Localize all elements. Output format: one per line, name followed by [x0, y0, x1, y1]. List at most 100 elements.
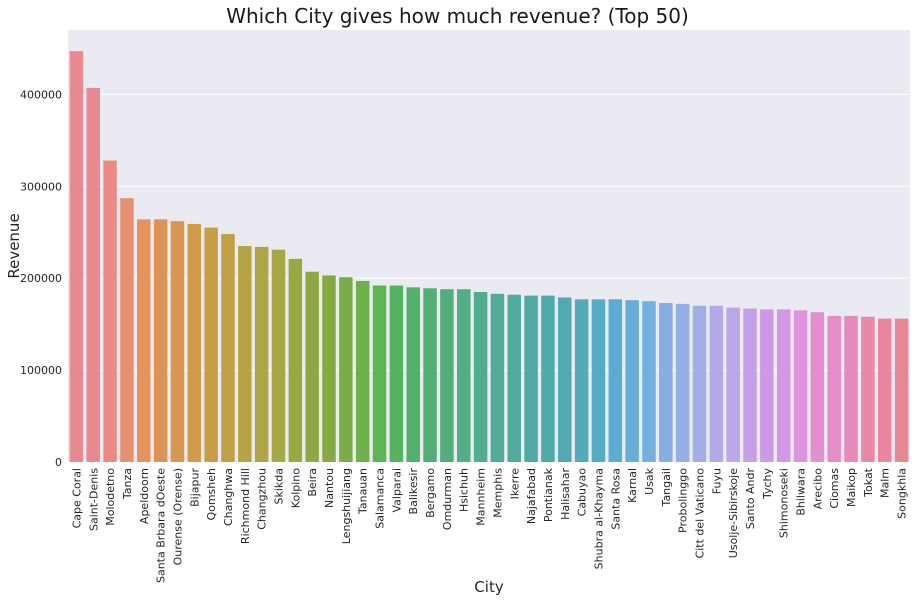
- x-tick-label: Nantou: [323, 468, 336, 508]
- x-tick-label: Najafabad: [525, 468, 538, 524]
- x-tick-label: Bhilwara: [795, 468, 808, 516]
- bar: [271, 249, 286, 462]
- x-tick-label: Changzhou: [256, 468, 269, 530]
- bar: [675, 303, 690, 462]
- y-axis-label: Revenue: [5, 213, 23, 278]
- bar: [69, 51, 84, 462]
- y-tick-label: 200000: [20, 272, 62, 285]
- x-tick-label: Skikda: [273, 468, 286, 505]
- bar: [726, 307, 740, 462]
- bar: [423, 288, 437, 462]
- bar: [827, 315, 841, 462]
- bar: [406, 287, 420, 462]
- bars: [69, 51, 909, 463]
- x-tick-label: Beira: [306, 468, 319, 497]
- bar: [254, 246, 269, 462]
- x-tick-label: Salamanca: [374, 468, 387, 529]
- bar: [153, 219, 168, 462]
- x-tick-label: Arecibo: [811, 468, 824, 510]
- x-tick-label: Santo Andr: [744, 468, 757, 530]
- y-axis-ticks: 0 100000 200000 300000 400000: [20, 88, 62, 469]
- x-tick-label: Mannheim: [475, 468, 488, 526]
- y-tick-label: 300000: [20, 180, 62, 193]
- y-tick-label: 100000: [20, 364, 62, 377]
- x-tick-label: Fuyu: [710, 468, 723, 494]
- chart-title: Which City gives how much revenue? (Top …: [226, 4, 689, 28]
- bar: [137, 219, 151, 462]
- bar: [810, 312, 825, 462]
- x-tick-label: Cabuyao: [576, 468, 589, 517]
- bar: [743, 308, 757, 462]
- bar: [86, 87, 100, 463]
- x-tick-label: Karnal: [626, 468, 639, 503]
- bar: [322, 275, 336, 462]
- x-tick-label: Songkhla: [896, 468, 909, 519]
- x-tick-label: Usak: [643, 467, 656, 495]
- bar: [473, 291, 488, 462]
- x-tick-label: Ikerre: [508, 468, 521, 500]
- x-tick-label: Bergamo: [424, 468, 437, 518]
- bar: [861, 316, 875, 462]
- bar: [187, 223, 202, 462]
- bar: [288, 258, 303, 462]
- x-tick-label: Santa Brbara dOeste: [155, 468, 168, 583]
- bar: [894, 318, 909, 462]
- bar: [760, 309, 774, 462]
- bar: [457, 289, 471, 462]
- x-axis-label: City: [474, 578, 504, 596]
- bar: [355, 280, 370, 462]
- x-tick-label: Apeldoorn: [138, 468, 151, 524]
- x-tick-label: Lengshuijiang: [340, 468, 353, 544]
- bar: [793, 310, 808, 462]
- x-tick-label: Richmond Hill: [239, 468, 252, 544]
- bar: [204, 227, 218, 462]
- bar: [103, 160, 117, 462]
- x-tick-label: Citt del Vaticano: [694, 468, 707, 559]
- x-tick-label: Tanauan: [357, 468, 370, 515]
- x-tick-label: Omdurman: [441, 468, 454, 530]
- x-tick-label: Probolinggo: [677, 468, 690, 533]
- bar: [440, 289, 454, 462]
- bar: [878, 318, 892, 462]
- bar: [305, 271, 319, 462]
- x-tick-label: Valparai: [390, 468, 403, 513]
- bar: [120, 198, 134, 462]
- x-tick-label: Shubra al-Khayma: [592, 468, 605, 569]
- bar: [541, 295, 555, 462]
- bar: [574, 299, 589, 462]
- bar: [659, 302, 673, 462]
- x-tick-label: Tokat: [862, 467, 875, 497]
- x-tick-label: Malm: [879, 468, 892, 498]
- bar: [238, 246, 252, 462]
- x-tick-label: Usolje-Sibirskoje: [727, 468, 740, 558]
- bar: [642, 301, 656, 462]
- bar: [389, 285, 404, 462]
- x-tick-label: Changhwa: [222, 468, 235, 526]
- bar: [490, 293, 505, 462]
- x-tick-label: Halisahar: [559, 468, 572, 520]
- bar: [844, 315, 858, 462]
- x-tick-label: Memphis: [491, 468, 504, 518]
- x-tick-label: Saint-Denis: [87, 468, 100, 531]
- x-tick-label: Maikop: [845, 468, 858, 507]
- bar: [170, 221, 185, 462]
- bar: [221, 234, 235, 462]
- bar: [709, 305, 724, 462]
- x-tick-label: Pontianak: [542, 467, 555, 522]
- x-tick-label: Qomsheh: [205, 468, 218, 521]
- x-tick-label: Tychy: [761, 468, 774, 501]
- bar: [608, 299, 623, 462]
- x-tick-label: Ciomas: [828, 468, 841, 509]
- bar: [507, 294, 521, 462]
- x-tick-label: Balikesir: [407, 468, 420, 515]
- x-tick-label: Molodetno: [104, 468, 117, 526]
- x-tick-label: Shimonoseki: [778, 468, 791, 538]
- x-tick-label: Tanza: [121, 468, 134, 500]
- x-tick-label: Hsichuh: [458, 468, 471, 512]
- x-tick-label: Kolpino: [289, 468, 302, 508]
- x-tick-label: Cape Coral: [70, 468, 83, 528]
- y-tick-label: 0: [55, 456, 62, 469]
- x-tick-label: Santa Rosa: [609, 468, 622, 530]
- y-tick-label: 400000: [20, 88, 62, 101]
